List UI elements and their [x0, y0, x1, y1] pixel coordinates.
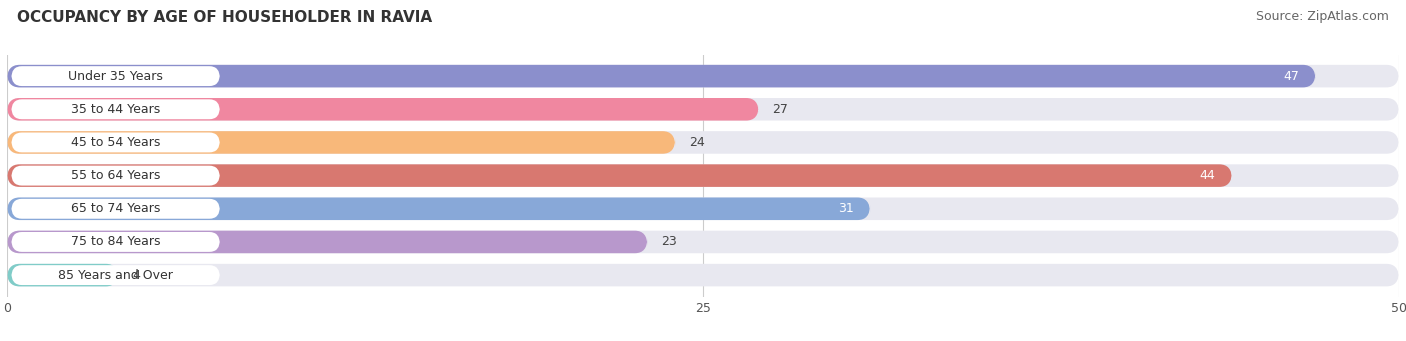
Text: 27: 27 [773, 103, 789, 116]
Text: OCCUPANCY BY AGE OF HOUSEHOLDER IN RAVIA: OCCUPANCY BY AGE OF HOUSEHOLDER IN RAVIA [17, 10, 432, 25]
Text: 47: 47 [1282, 70, 1299, 83]
Text: 4: 4 [132, 269, 141, 282]
Text: 35 to 44 Years: 35 to 44 Years [70, 103, 160, 116]
FancyBboxPatch shape [11, 199, 219, 219]
Text: 85 Years and Over: 85 Years and Over [58, 269, 173, 282]
FancyBboxPatch shape [7, 131, 675, 154]
Text: 45 to 54 Years: 45 to 54 Years [70, 136, 160, 149]
FancyBboxPatch shape [7, 164, 1399, 187]
FancyBboxPatch shape [7, 131, 1399, 154]
FancyBboxPatch shape [11, 66, 219, 86]
FancyBboxPatch shape [11, 265, 219, 285]
Text: Source: ZipAtlas.com: Source: ZipAtlas.com [1256, 10, 1389, 23]
FancyBboxPatch shape [11, 232, 219, 252]
Text: 24: 24 [689, 136, 704, 149]
FancyBboxPatch shape [11, 99, 219, 119]
FancyBboxPatch shape [7, 98, 759, 121]
Text: 23: 23 [661, 235, 678, 249]
Text: 44: 44 [1199, 169, 1215, 182]
FancyBboxPatch shape [7, 231, 647, 253]
Text: 75 to 84 Years: 75 to 84 Years [70, 235, 160, 249]
Text: 31: 31 [838, 202, 853, 215]
FancyBboxPatch shape [7, 264, 1399, 286]
Text: Under 35 Years: Under 35 Years [67, 70, 163, 83]
FancyBboxPatch shape [7, 231, 1399, 253]
FancyBboxPatch shape [7, 264, 118, 286]
FancyBboxPatch shape [7, 65, 1316, 87]
FancyBboxPatch shape [7, 65, 1399, 87]
FancyBboxPatch shape [11, 133, 219, 152]
FancyBboxPatch shape [7, 164, 1232, 187]
FancyBboxPatch shape [7, 98, 1399, 121]
FancyBboxPatch shape [7, 197, 1399, 220]
FancyBboxPatch shape [7, 197, 870, 220]
FancyBboxPatch shape [11, 166, 219, 186]
Text: 55 to 64 Years: 55 to 64 Years [70, 169, 160, 182]
Text: 65 to 74 Years: 65 to 74 Years [70, 202, 160, 215]
